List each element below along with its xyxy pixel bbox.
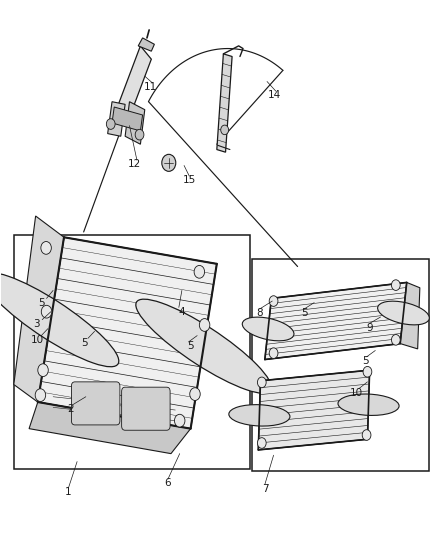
Text: 3: 3 <box>34 319 40 329</box>
Text: 8: 8 <box>256 308 262 318</box>
Circle shape <box>194 265 205 278</box>
FancyBboxPatch shape <box>122 387 170 430</box>
Circle shape <box>392 335 400 345</box>
FancyBboxPatch shape <box>71 382 120 425</box>
Circle shape <box>258 438 266 448</box>
Polygon shape <box>108 102 125 136</box>
Text: 9: 9 <box>366 322 373 333</box>
Ellipse shape <box>229 405 290 426</box>
Polygon shape <box>112 107 143 131</box>
Circle shape <box>162 155 176 171</box>
Text: 5: 5 <box>81 337 88 348</box>
Polygon shape <box>38 237 217 429</box>
Circle shape <box>38 364 48 376</box>
Circle shape <box>269 348 278 359</box>
Text: 5: 5 <box>301 308 307 318</box>
Text: 11: 11 <box>143 82 157 92</box>
Circle shape <box>41 241 51 254</box>
Text: 15: 15 <box>183 175 196 185</box>
Ellipse shape <box>136 299 272 393</box>
Polygon shape <box>265 282 407 360</box>
Circle shape <box>135 130 144 140</box>
Circle shape <box>35 389 46 401</box>
Bar <box>14 235 250 469</box>
Polygon shape <box>138 38 154 51</box>
Circle shape <box>362 430 371 440</box>
Polygon shape <box>117 46 151 123</box>
Polygon shape <box>14 216 64 402</box>
Text: 12: 12 <box>128 159 141 169</box>
Text: 6: 6 <box>165 479 171 488</box>
Circle shape <box>258 377 266 387</box>
Polygon shape <box>217 54 232 152</box>
Polygon shape <box>125 102 145 144</box>
Circle shape <box>269 296 278 306</box>
Polygon shape <box>258 370 370 450</box>
Circle shape <box>174 414 185 427</box>
Ellipse shape <box>0 272 119 367</box>
Circle shape <box>392 280 400 290</box>
Bar <box>252 259 428 471</box>
Ellipse shape <box>242 317 294 341</box>
Circle shape <box>41 305 52 318</box>
Circle shape <box>190 387 200 400</box>
Polygon shape <box>29 402 191 454</box>
Text: 5: 5 <box>38 297 45 308</box>
Text: 10: 10 <box>350 388 363 398</box>
Ellipse shape <box>338 394 399 415</box>
Text: 14: 14 <box>268 90 282 100</box>
Text: 5: 5 <box>187 341 194 351</box>
Circle shape <box>221 125 229 135</box>
Circle shape <box>199 319 210 332</box>
Circle shape <box>106 119 115 130</box>
Text: 10: 10 <box>30 335 43 345</box>
Text: 7: 7 <box>262 484 269 494</box>
Text: 5: 5 <box>362 356 369 366</box>
Circle shape <box>363 367 372 377</box>
Text: 2: 2 <box>67 404 74 414</box>
Polygon shape <box>400 282 420 349</box>
Ellipse shape <box>378 301 429 325</box>
Text: 4: 4 <box>179 306 185 317</box>
Text: 1: 1 <box>65 488 72 497</box>
